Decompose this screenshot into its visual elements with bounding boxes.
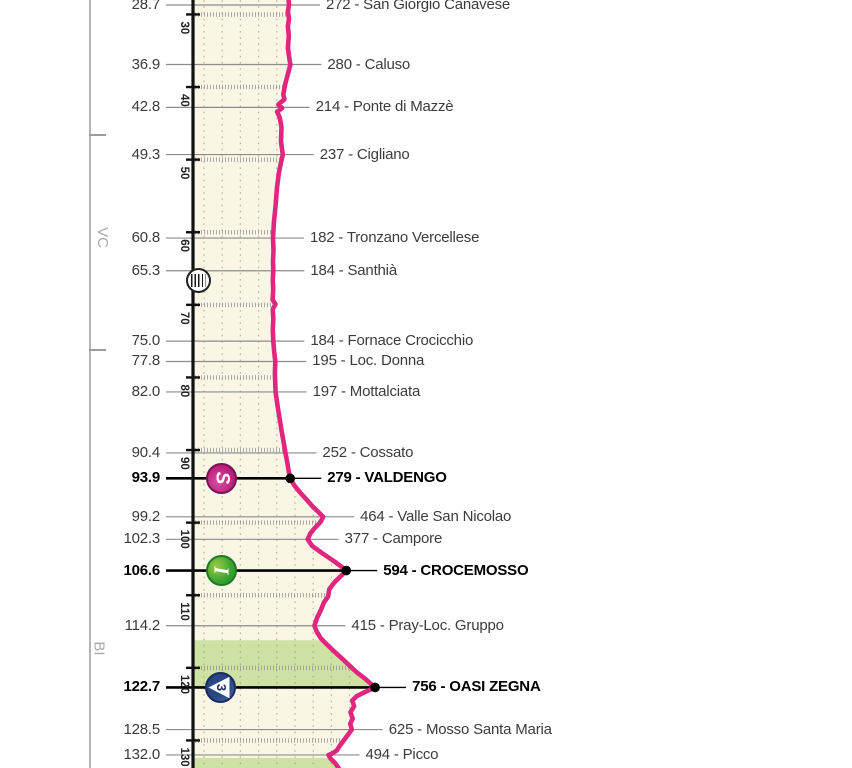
km-tick-label: 70 bbox=[178, 312, 190, 325]
km-tick-label: 80 bbox=[178, 384, 190, 397]
km-tick-label: 90 bbox=[178, 457, 190, 470]
km-tick-label: 100 bbox=[178, 530, 190, 549]
route-profile-line bbox=[270, 0, 378, 768]
waypoint-dot bbox=[285, 473, 296, 484]
profile-fill bbox=[193, 0, 376, 768]
km-tick-label: 130 bbox=[178, 747, 190, 766]
climb-section-band bbox=[193, 757, 376, 768]
km-tick-label: 40 bbox=[178, 94, 190, 107]
km-tick-label: 30 bbox=[178, 21, 190, 34]
km-tick-label: 50 bbox=[178, 167, 190, 180]
km-tick-label: 120 bbox=[178, 675, 190, 694]
km-tick-label: 110 bbox=[178, 602, 190, 621]
climb-section-band bbox=[193, 640, 376, 688]
province-guide-line bbox=[89, 0, 91, 768]
waypoint-dot bbox=[370, 682, 380, 693]
km-tick-label: 60 bbox=[178, 239, 190, 252]
waypoint-dot bbox=[341, 565, 352, 576]
